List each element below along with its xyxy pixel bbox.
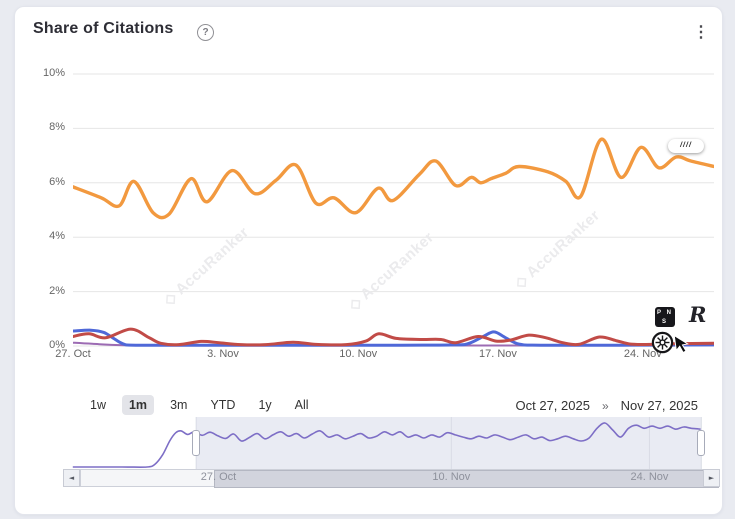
mouse-cursor-icon (673, 334, 689, 354)
scrollbar-left-arrow[interactable]: ◄ (63, 469, 80, 487)
y-tick-label: 2% (49, 284, 65, 297)
pns-badge-icon: P N S (655, 307, 675, 327)
x-tick-label: 10. Nov (339, 348, 378, 360)
last-point-annotation: //// (668, 139, 704, 153)
y-tick-label: 0% (49, 339, 65, 351)
from-date-input[interactable]: Oct 27, 2025 (515, 398, 590, 413)
compass-icon (651, 331, 674, 354)
navigator-tick-label: 10. Nov (432, 471, 471, 483)
navigator-series-line (72, 422, 701, 468)
range-button-3m[interactable]: 3m (170, 398, 188, 412)
scrollbar-track[interactable] (80, 469, 719, 488)
range-button-1m[interactable]: 1m (121, 395, 155, 415)
navigator-left-handle[interactable] (192, 430, 201, 456)
help-icon[interactable]: ? (197, 24, 214, 41)
y-tick-label: 4% (49, 230, 65, 243)
to-date-input[interactable]: Nov 27, 2025 (620, 398, 698, 413)
pns-badge-line1: P N (657, 310, 673, 316)
x-tick-label: 17. Nov (479, 348, 517, 360)
chart-menu-button[interactable]: ⋮ (693, 24, 709, 41)
x-tick-label: 24. Nov (623, 348, 662, 360)
range-button-all[interactable]: All (294, 398, 309, 412)
range-selector: 1w 1m 3m YTD 1y All (83, 395, 316, 415)
navigator-chart[interactable] (63, 417, 719, 469)
scrollbar: ◄ ► (63, 469, 720, 488)
y-tick-label: 6% (49, 175, 65, 188)
pns-badge-line2: S (661, 319, 668, 325)
series-primary-orange-line (73, 137, 714, 220)
y-tick-label: 8% (49, 121, 65, 134)
date-range: Oct 27, 2025 » Nov 27, 2025 (516, 398, 698, 413)
series-competitor-blue-line (73, 328, 714, 347)
x-tick-label: 3. Nov (207, 348, 239, 360)
range-button-1w[interactable]: 1w (90, 398, 106, 412)
main-chart[interactable] (73, 61, 714, 361)
x-tick-label: 27. Oct (55, 348, 91, 360)
script-r-icon: R (689, 302, 707, 327)
navigator-tick-label: 27. Oct (200, 471, 237, 483)
date-range-separator: » (601, 398, 609, 413)
share-of-citations-card: Share of Citations ? ⋮ 10% 8% 6% 4% 2% 0% 27.… (14, 6, 723, 515)
range-button-1y[interactable]: 1y (258, 398, 272, 412)
navigator-tick-label: 24. Nov (630, 471, 669, 483)
navigator-selection-mask[interactable] (196, 417, 702, 469)
page-title: Share of Citations (33, 20, 174, 37)
y-tick-label: 10% (42, 67, 65, 79)
scrollbar-right-arrow[interactable]: ► (703, 469, 720, 487)
navigator-right-handle[interactable] (697, 430, 706, 456)
series-competitor-red-line (73, 327, 714, 347)
range-button-ytd[interactable]: YTD (210, 398, 236, 412)
